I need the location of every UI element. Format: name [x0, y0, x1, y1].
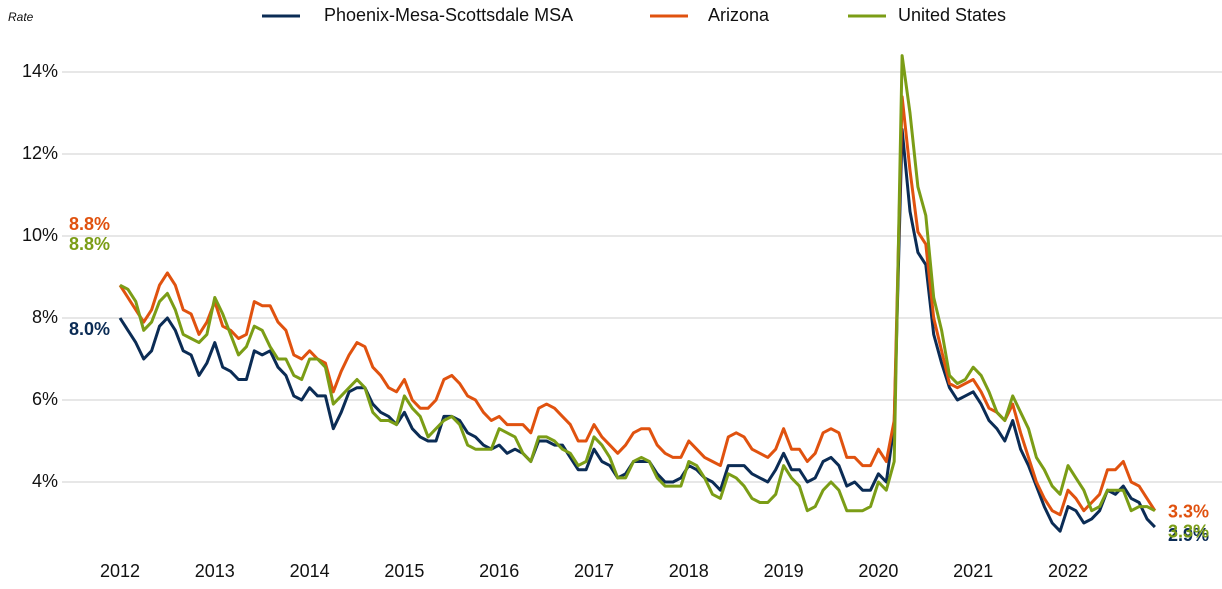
x-tick-label: 2012: [100, 561, 140, 581]
legend-label: United States: [898, 5, 1006, 25]
x-tick-label: 2017: [574, 561, 614, 581]
x-tick-label: 2020: [858, 561, 898, 581]
x-tick-label: 2019: [764, 561, 804, 581]
legend-label: Arizona: [708, 5, 770, 25]
y-axis-label: Rate: [8, 10, 34, 24]
y-tick-label: 10%: [22, 225, 58, 245]
x-tick-label: 2015: [384, 561, 424, 581]
y-tick-label: 8%: [32, 307, 58, 327]
x-tick-label: 2013: [195, 561, 235, 581]
series-line: [119, 54, 1156, 513]
y-tick-label: 4%: [32, 471, 58, 491]
value-label: 3.3%: [1168, 501, 1209, 521]
x-tick-label: 2022: [1048, 561, 1088, 581]
y-tick-label: 14%: [22, 61, 58, 81]
x-tick-label: 2016: [479, 561, 519, 581]
series-line: [118, 95, 1157, 517]
value-label: 3.3%: [1168, 521, 1209, 541]
x-tick-label: 2018: [669, 561, 709, 581]
y-tick-label: 6%: [32, 389, 58, 409]
series-line: [118, 127, 1156, 533]
legend-label: Phoenix-Mesa-Scottsdale MSA: [324, 5, 573, 25]
value-label: 2.9%: [1168, 525, 1209, 545]
value-label: 8.0%: [69, 319, 110, 339]
x-tick-label: 2014: [290, 561, 330, 581]
x-tick-label: 2021: [953, 561, 993, 581]
value-label: 8.8%: [69, 214, 110, 234]
y-tick-label: 12%: [22, 143, 58, 163]
value-label: 8.8%: [69, 234, 110, 254]
